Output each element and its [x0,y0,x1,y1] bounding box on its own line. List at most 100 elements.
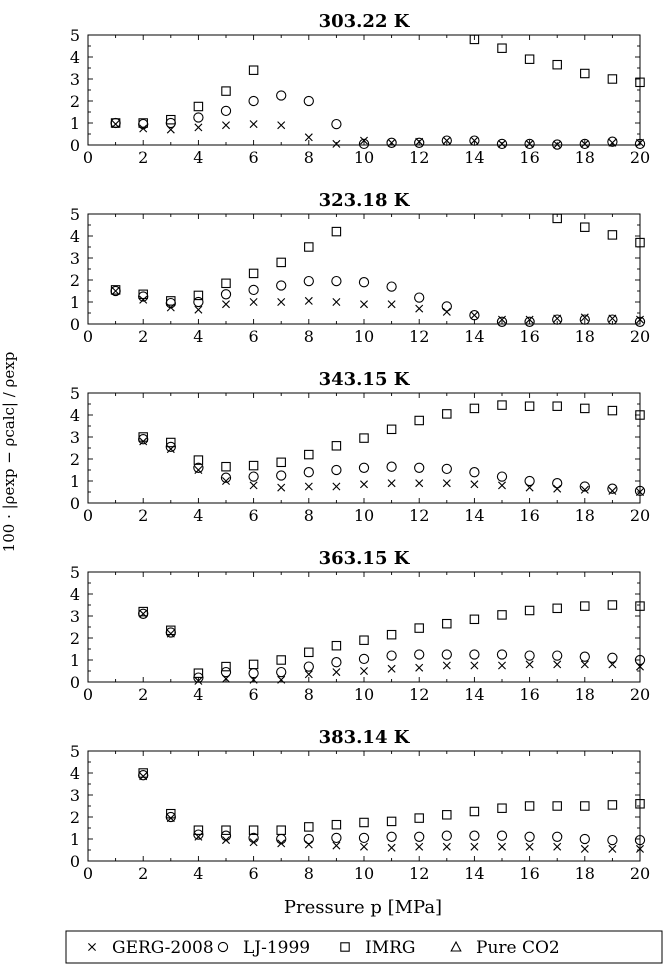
data-point [165,627,176,638]
data-point [553,842,562,851]
panel-title: 383.14 K [319,727,411,748]
y-tick-label: 3 [70,428,80,447]
data-point [193,668,204,678]
data-point [469,806,480,817]
x-tick-label: 8 [304,864,314,883]
data-point [552,831,563,842]
data-point [525,660,534,669]
y-tick-label: 4 [70,48,80,67]
data-point [166,437,176,448]
data-point [552,603,562,614]
data-point [220,830,232,841]
data-point [221,461,231,472]
data-point [387,300,396,309]
data-point [580,139,589,148]
x-tick-label: 20 [630,864,650,883]
data-point [441,301,452,312]
data-point [358,653,370,665]
data-point [277,298,286,306]
data-point [358,138,370,150]
data-point [138,432,148,442]
data-point [442,479,451,488]
data-point [249,120,258,129]
data-point [360,136,368,145]
data-point [414,415,424,426]
data-point [469,649,480,660]
data-point [359,635,369,645]
legend-entry: IMRG [340,938,416,958]
x-tick-label: 2 [138,864,148,883]
legend-marker-icon [340,942,350,952]
data-point [194,676,203,685]
data-point [303,95,314,107]
data-point [303,275,314,287]
data-point [579,314,590,325]
x-tick-label: 14 [464,148,484,167]
data-point [414,649,425,660]
data-point [331,441,342,451]
data-point [635,799,645,809]
data-point [360,300,368,309]
data-point [303,467,314,478]
x-tick-label: 18 [575,327,595,346]
data-point [386,650,397,661]
data-point [580,68,590,79]
data-point [524,475,535,487]
series-gerg-2008 [139,772,644,853]
data-point [138,118,148,128]
data-point [498,315,506,324]
x-tick-label: 6 [249,327,259,346]
data-point [524,401,535,411]
data-point [277,483,286,492]
data-point [442,661,451,670]
data-point [193,462,204,473]
data-point [220,289,232,300]
y-tick-label: 5 [70,384,80,403]
data-point [248,832,259,844]
y-tick-label: 3 [70,70,80,89]
data-point [166,629,175,638]
data-point [552,139,563,150]
data-point [469,403,480,414]
series-gerg-2008 [111,287,644,324]
data-point [580,601,590,611]
data-point [386,816,397,827]
data-point [496,471,508,482]
data-point [607,136,618,147]
data-point [635,601,645,611]
data-point [193,101,204,112]
x-tick-label: 14 [464,864,484,883]
data-point [635,237,645,248]
data-point [304,242,314,252]
y-tick-label: 0 [70,673,80,692]
data-point [470,136,479,145]
data-point [386,281,397,292]
data-point [111,120,120,129]
data-point [469,310,480,321]
data-point [248,668,259,679]
y-tick-label: 1 [70,651,80,670]
data-point [331,832,342,844]
x-tick-label: 0 [83,685,93,704]
y-tick-label: 2 [70,808,80,827]
x-tick-label: 2 [138,327,148,346]
data-point [193,290,204,301]
x-tick-label: 10 [354,864,374,883]
data-point [360,667,368,675]
data-point [276,280,287,291]
data-point [138,768,148,778]
data-point [469,614,480,625]
legend-label: IMRG [365,938,416,958]
plot-frame [87,392,641,504]
data-point [441,649,452,660]
plot-frame [87,34,641,146]
data-point [608,138,617,147]
data-point [248,825,259,835]
x-tick-label: 4 [193,148,203,167]
data-point [331,464,342,476]
data-point [248,65,259,75]
data-point [303,661,314,672]
series-lj-1999 [138,770,646,846]
